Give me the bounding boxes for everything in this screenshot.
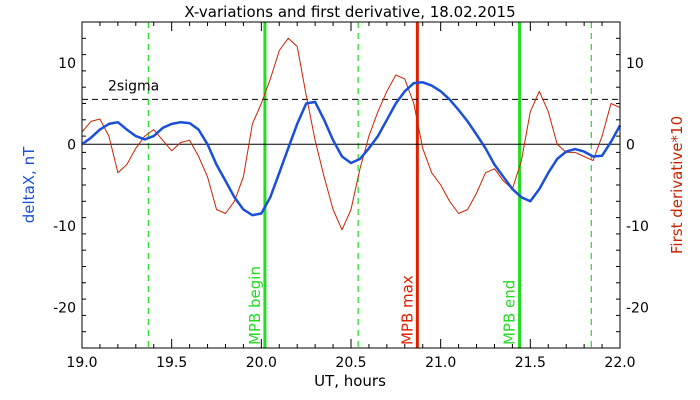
markers-layer: MPB begin MPB max MPB end (147, 22, 592, 348)
y-tick-label-left-0: -20 (53, 300, 76, 316)
ticks-layer (81, 21, 621, 349)
x-tick-label-2: 20.0 (246, 355, 277, 371)
plot-frame (81, 21, 621, 349)
series-deltax-line (81, 81, 622, 217)
y-tick-label-right-3: 10 (626, 56, 644, 72)
y-tick-label-left-2: 0 (67, 137, 76, 153)
series-layer (81, 37, 622, 231)
series-derivative-line (81, 37, 621, 231)
x-tick-label-1: 19.5 (156, 355, 187, 371)
y-tick-label-left-3: 10 (58, 56, 76, 72)
threshold-label: 2sigma (108, 78, 159, 94)
y-tick-label-left-1: -10 (53, 219, 76, 235)
x-axis-label: UT, hours (314, 372, 386, 390)
y-tick-label-right-2: 0 (626, 137, 635, 153)
x-tick-label-6: 22.0 (604, 355, 635, 371)
y-tick-label-right-0: -20 (626, 300, 649, 316)
y-axis-label-left: deltaX, nT (20, 146, 38, 223)
x-tick-label-0: 19.0 (66, 355, 97, 371)
reference-lines-layer: 2sigma (82, 78, 620, 145)
marker-label-1: MPB max (398, 275, 416, 345)
tick-labels-layer: 19.0 19.5 20.0 20.5 21.0 21.5 22.0 -20 -20 -10 -10… (53, 56, 649, 371)
x-tick-label-4: 21.0 (425, 355, 456, 371)
y-axis-label-right: First derivative*10 (668, 116, 686, 254)
x-tick-label-5: 21.5 (515, 355, 546, 371)
marker-label-0: MPB begin (246, 266, 264, 345)
x-tick-label-3: 20.5 (335, 355, 366, 371)
y-tick-label-right-1: -10 (626, 219, 649, 235)
chart-title: X-variations and first derivative, 18.02… (184, 3, 515, 21)
marker-label-2: MPB end (501, 280, 519, 345)
